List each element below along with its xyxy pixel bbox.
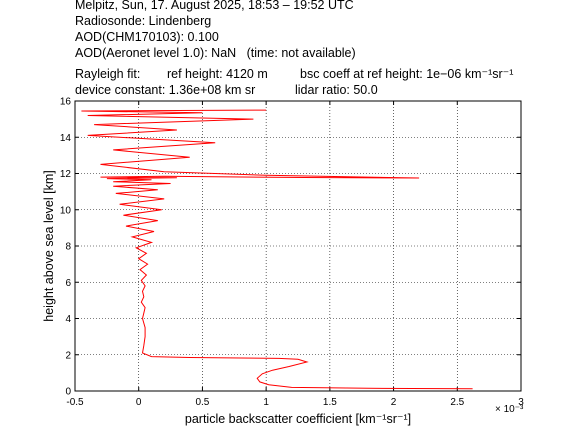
y-tick-label: 2 [65,350,71,361]
title-line-1: Melpitz, Sun, 17. August 2025, 18:53 – 1… [75,0,354,12]
x-tick-label: 3 [518,397,524,408]
title-line-3: AOD(CHM170103): 0.100 [75,30,219,44]
grid-lines [75,101,521,391]
y-tick-label: 4 [65,314,71,325]
rayleigh-label: Rayleigh fit: [75,67,141,81]
x-axis-label: particle backscatter coefficient [km⁻¹sr… [185,412,411,426]
y-axis-label: height above sea level [km] [42,170,56,321]
x-tick-label: 0.5 [195,397,209,408]
x-tick-label: -0.5 [66,397,84,408]
x-tick-label: 2.5 [450,397,464,408]
y-tick-label: 8 [65,242,71,253]
y-tick-label: 10 [60,205,72,216]
y-tick-label: 12 [60,169,72,180]
title-line-2: Radiosonde: Lindenberg [75,14,212,28]
title-line-4: AOD(Aeronet level 1.0): NaN (time: not a… [75,46,356,60]
lidar-ratio: lidar ratio: 50.0 [295,83,378,97]
x-tick-label: 1 [263,397,269,408]
y-tick-label: 6 [65,278,71,289]
plot-frame [74,100,522,392]
y-tick-label: 0 [65,387,71,398]
x-tick-label: 0 [136,397,142,408]
ref-height: ref height: 4120 m [167,67,268,81]
x-tick-label: 2 [391,397,397,408]
x-tick-label: 1.5 [323,397,337,408]
y-tick-label: 14 [60,133,72,144]
bsc-coeff: bsc coeff at ref height: 1e−06 km⁻¹sr⁻¹ [300,67,514,81]
x-axis-multiplier: × 10⁻³ [495,404,524,415]
device-constant: device constant: 1.36e+08 km sr [75,83,256,97]
y-tick-label: 16 [60,97,72,108]
data-series [81,109,473,390]
backscatter-profile-line [81,109,473,390]
